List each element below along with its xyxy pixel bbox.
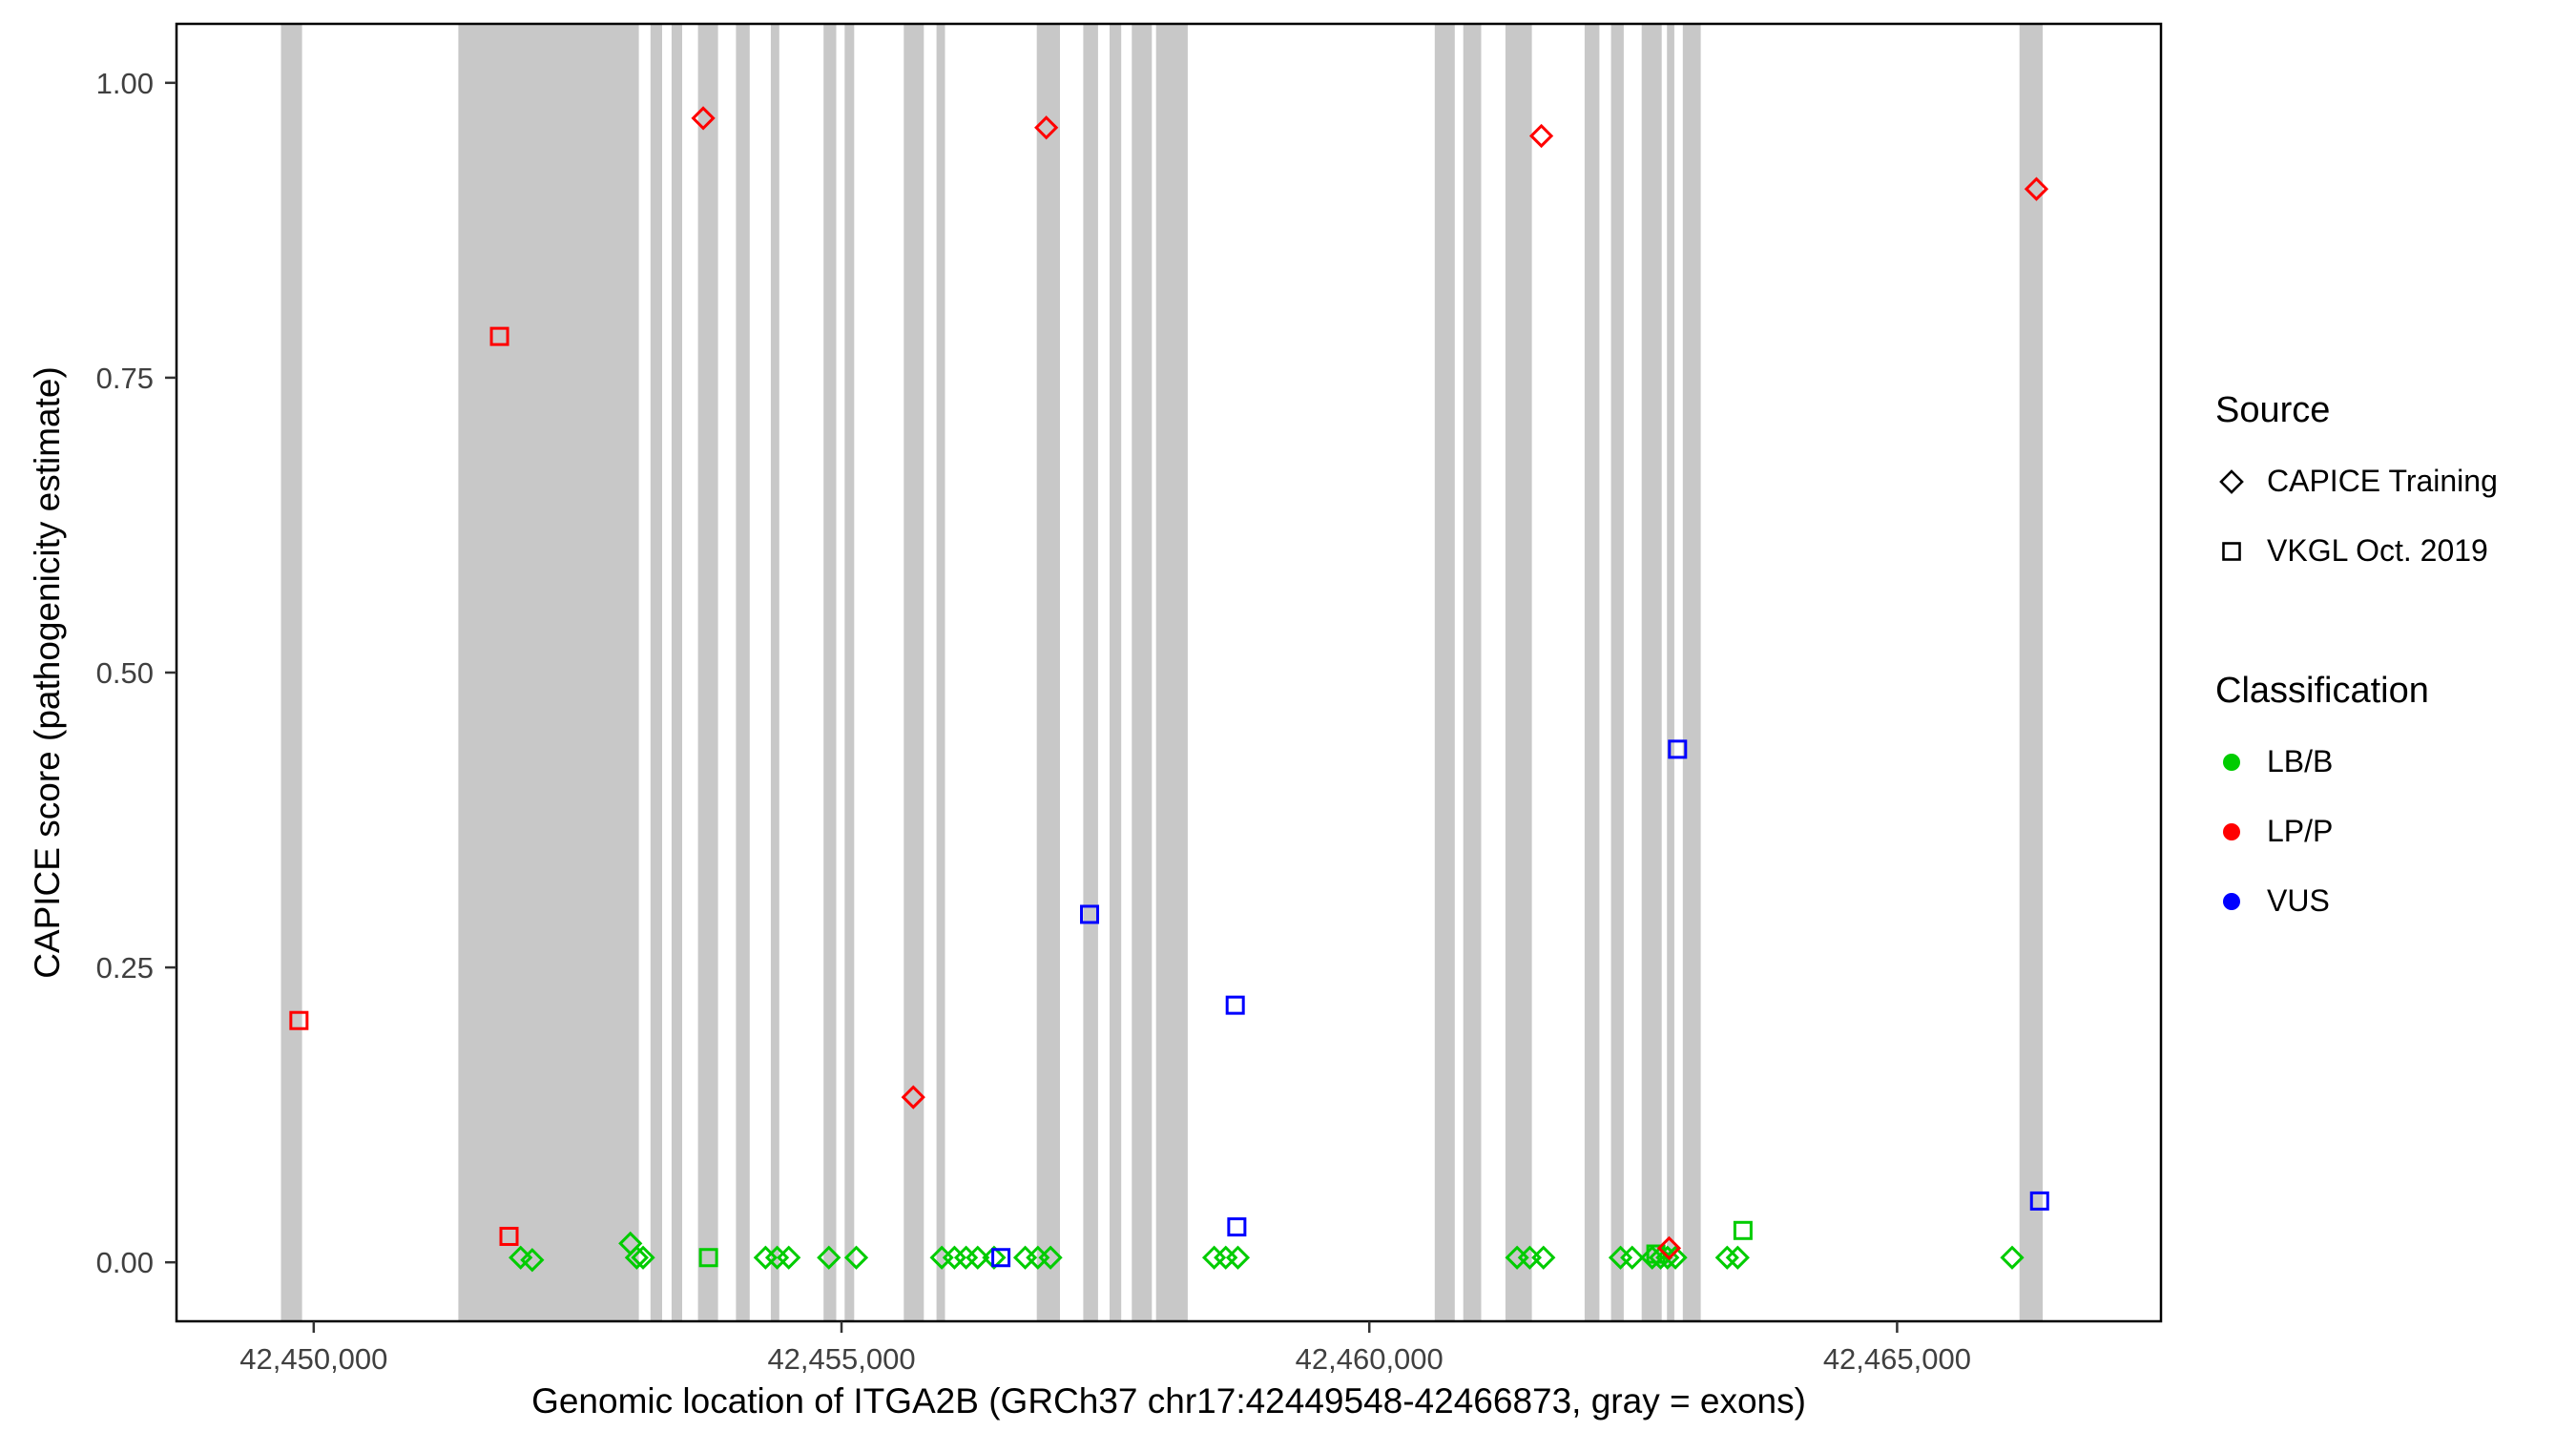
green-dot-icon [2223, 753, 2240, 771]
legend-title-classification: Classification [2215, 671, 2429, 711]
legend-item-capice-training: CAPICE Training [2215, 446, 2568, 516]
red-dot-icon [2223, 822, 2240, 840]
diamond-icon [2219, 468, 2244, 494]
exon-bar [1641, 24, 1662, 1321]
exon-bar [844, 24, 855, 1321]
y-tick-label-0: 0.00 [96, 1246, 154, 1279]
data-point-diamond [520, 1248, 545, 1273]
data-point-square [1733, 1220, 1753, 1240]
data-point-diamond [777, 1245, 801, 1270]
legend-label-lbb: LB/B [2267, 744, 2334, 778]
exon-bar [1505, 24, 1532, 1321]
data-point-square [289, 1010, 309, 1030]
exon-bar [904, 24, 924, 1321]
data-point-diamond [1725, 1245, 1750, 1270]
exon-bar [1083, 24, 1098, 1321]
data-point-square [2029, 1191, 2049, 1211]
exon-bar [736, 24, 750, 1321]
data-point-diamond [1620, 1245, 1645, 1270]
y-tick-label-4: 1.00 [96, 67, 154, 100]
legend-item-lpp: LP/P [2215, 797, 2568, 866]
data-point-square [1080, 904, 1100, 924]
data-point-diamond [1663, 1245, 1688, 1270]
data-point-square [698, 1248, 718, 1268]
data-point-diamond [843, 1245, 869, 1270]
data-point-diamond [1012, 1245, 1038, 1270]
legend-label-capice-training: CAPICE Training [2267, 464, 2498, 498]
exon-bar [2019, 24, 2043, 1321]
x-tick-label-2: 42,460,000 [1296, 1342, 1444, 1376]
exon-bar [936, 24, 945, 1321]
data-point-diamond [631, 1245, 655, 1270]
x-tick-label-0: 42,450,000 [239, 1342, 387, 1376]
data-point-diamond [1528, 123, 1554, 149]
legend-label-vkgl: VKGL Oct. 2019 [2267, 533, 2488, 568]
exon-bar [1110, 24, 1122, 1321]
square-icon [2222, 541, 2241, 561]
exon-bar [1036, 24, 1060, 1321]
blue-dot-icon [2223, 892, 2240, 910]
data-point-square [1225, 995, 1245, 1015]
data-point-diamond [1531, 1245, 1556, 1270]
data-point-diamond [691, 106, 716, 131]
data-point-square [1227, 1217, 1247, 1237]
y-tick-label-1: 0.25 [96, 951, 154, 985]
legend-label-vus: VUS [2267, 883, 2330, 918]
exon-bar [1463, 24, 1482, 1321]
exon-bar [1610, 24, 1624, 1321]
exon-bar [697, 24, 718, 1321]
data-point-diamond [1034, 115, 1059, 140]
data-point-diamond [1656, 1235, 1682, 1260]
exon-bar [650, 24, 662, 1321]
data-point-diamond [901, 1085, 925, 1110]
legend: Source CAPICE Training VKGL Oct. 2019 Cl… [2215, 389, 2568, 936]
legend-group-source: Source CAPICE Training VKGL Oct. 2019 [2215, 389, 2568, 586]
exon-bar [458, 24, 639, 1321]
data-point-square [991, 1248, 1011, 1268]
data-point-diamond [2024, 176, 2049, 201]
data-point-square [489, 326, 509, 346]
exon-bar [1132, 24, 1153, 1321]
data-point-square [499, 1226, 519, 1246]
data-point-diamond [1225, 1245, 1251, 1270]
data-point-diamond [1714, 1245, 1739, 1270]
data-point-square [1668, 739, 1688, 759]
legend-item-lbb: LB/B [2215, 727, 2568, 797]
legend-title-source: Source [2215, 390, 2331, 430]
exon-bar [1667, 24, 1674, 1321]
legend-item-vus: VUS [2215, 866, 2568, 936]
exon-bar [1682, 24, 1701, 1321]
y-tick-label-2: 0.50 [96, 656, 154, 690]
exon-bar [823, 24, 837, 1321]
data-point-diamond [817, 1245, 841, 1270]
data-point-diamond [1038, 1245, 1063, 1270]
exon-bar [770, 24, 779, 1321]
data-point-diamond [982, 1245, 1007, 1270]
legend-item-vkgl: VKGL Oct. 2019 [2215, 516, 2568, 586]
legend-label-lpp: LP/P [2267, 814, 2334, 848]
x-tick-label-1: 42,455,000 [767, 1342, 915, 1376]
exon-bar [280, 24, 302, 1321]
legend-group-classification: Classification LB/B LP/P VUS [2215, 670, 2568, 936]
x-tick-label-3: 42,465,000 [1823, 1342, 1971, 1376]
exon-bar [1434, 24, 1455, 1321]
y-tick-label-3: 0.75 [96, 362, 154, 395]
exon-bar [671, 24, 682, 1321]
exon-bar [1584, 24, 1600, 1321]
data-point-diamond [624, 1245, 650, 1270]
data-point-diamond [966, 1245, 990, 1270]
data-point-diamond [2000, 1245, 2025, 1270]
y-axis-title: CAPICE score (pathogenicity estimate) [28, 366, 67, 979]
x-axis-title: Genomic location of ITGA2B (GRCh37 chr17… [531, 1381, 1806, 1421]
exon-bar [1155, 24, 1188, 1321]
